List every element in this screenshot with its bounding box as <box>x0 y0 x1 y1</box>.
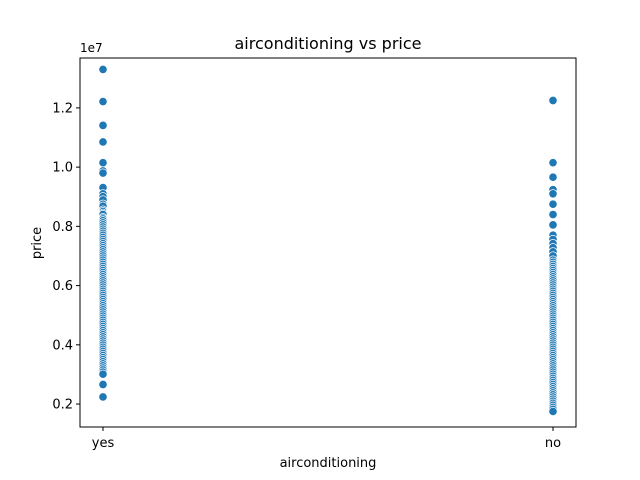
y-tick-label: 0.8 <box>52 220 73 235</box>
x-axis-label: airconditioning <box>280 456 377 471</box>
data-point-yes <box>98 369 108 379</box>
data-point-no <box>548 95 558 106</box>
y-axis-label: price <box>30 227 45 259</box>
plot-frame <box>79 57 577 428</box>
y-axis-ticks: 0.2 0.4 0.6 0.8 1.0 1.2 <box>52 101 80 413</box>
data-point-yes <box>98 392 108 402</box>
y-tick-label: 0.4 <box>52 338 73 353</box>
x-tick-label: no <box>545 436 561 451</box>
data-point-yes <box>98 379 108 390</box>
data-point-yes <box>98 64 108 74</box>
data-point-no <box>548 209 558 220</box>
x-tick-label: yes <box>92 436 115 451</box>
data-point-no <box>548 220 558 230</box>
chart-title: airconditioning vs price <box>235 34 422 53</box>
data-point-yes <box>98 137 108 147</box>
y-tick-label: 1.2 <box>52 101 73 116</box>
y-tick-label: 0.2 <box>52 398 73 413</box>
data-point-yes <box>98 158 108 168</box>
data-point-no <box>548 158 558 168</box>
data-point-no <box>548 406 558 417</box>
y-tick-label: 1.0 <box>52 161 73 176</box>
data-point-no <box>548 189 558 199</box>
data-point-no <box>548 172 558 182</box>
data-point-yes <box>98 120 108 130</box>
y-tick-label: 0.6 <box>52 279 73 294</box>
data-point-no <box>548 199 558 209</box>
x-axis-ticks: yes no <box>92 427 561 451</box>
data-point-yes <box>98 168 108 178</box>
data-point-yes <box>98 96 108 107</box>
data-points <box>98 64 558 417</box>
y-axis-offset-label: 1e7 <box>80 41 103 55</box>
